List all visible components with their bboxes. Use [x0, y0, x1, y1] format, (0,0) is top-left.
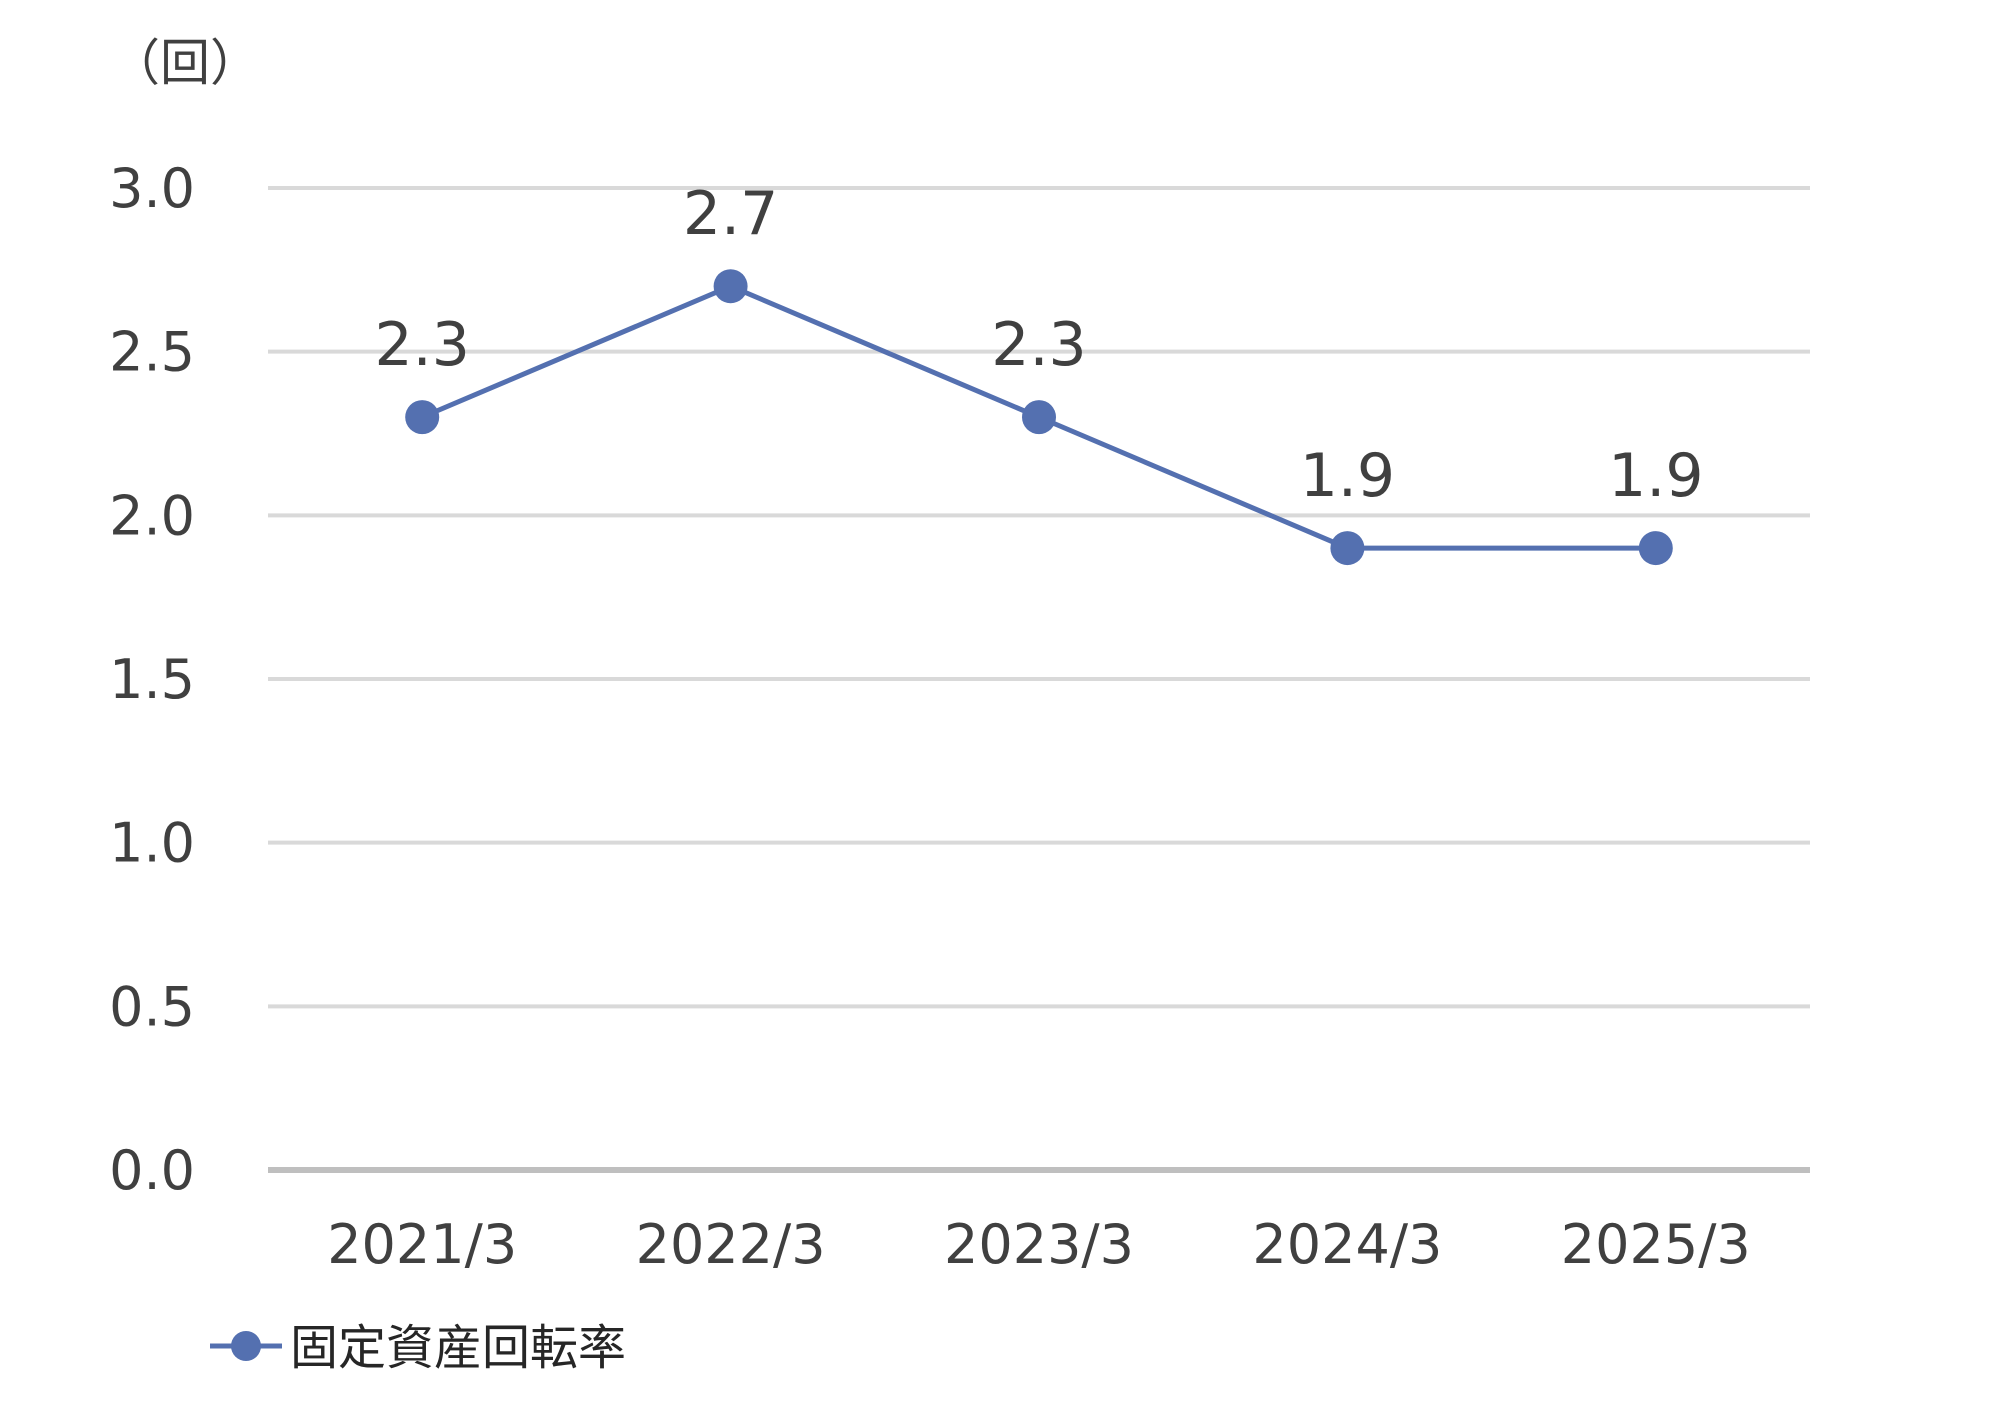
y-tick-label: 2.5	[109, 321, 195, 384]
data-label: 1.9	[1300, 441, 1395, 511]
x-tick-label: 2024/3	[1252, 1213, 1442, 1276]
data-point	[713, 269, 748, 304]
legend-point-marker	[231, 1331, 261, 1361]
y-axis-unit-label: （回）	[110, 34, 260, 92]
gridlines	[268, 186, 1810, 1173]
y-axis-ticks: 0.0 0.5 1.0 1.5 2.0 2.5 3.0	[109, 157, 195, 1202]
y-tick-label: 3.0	[109, 157, 195, 220]
x-tick-label: 2022/3	[636, 1213, 826, 1276]
x-tick-label: 2025/3	[1561, 1213, 1751, 1276]
x-tick-label: 2021/3	[327, 1213, 517, 1276]
x-tick-label: 2023/3	[944, 1213, 1134, 1276]
legend-label: 固定資産回転率	[290, 1320, 626, 1376]
data-point	[1022, 400, 1056, 435]
y-tick-label: 2.0	[109, 484, 195, 547]
data-point	[1638, 531, 1673, 566]
data-label: 2.3	[991, 310, 1086, 380]
y-tick-label: 1.0	[109, 812, 195, 875]
y-tick-label: 0.5	[109, 975, 195, 1038]
data-point	[405, 400, 440, 435]
data-label: 1.9	[1608, 441, 1703, 511]
data-point	[1330, 531, 1365, 566]
data-labels: 2.3 2.7 2.3 1.9 1.9	[374, 179, 1703, 511]
series-group	[405, 269, 1673, 566]
x-axis-ticks: 2021/3 2022/3 2023/3 2024/3 2025/3	[327, 1213, 1751, 1276]
data-label: 2.3	[374, 310, 469, 380]
y-tick-label: 0.0	[109, 1139, 195, 1202]
y-tick-label: 1.5	[109, 648, 195, 711]
data-label: 2.7	[683, 179, 778, 249]
legend: 固定資産回転率	[210, 1320, 626, 1376]
